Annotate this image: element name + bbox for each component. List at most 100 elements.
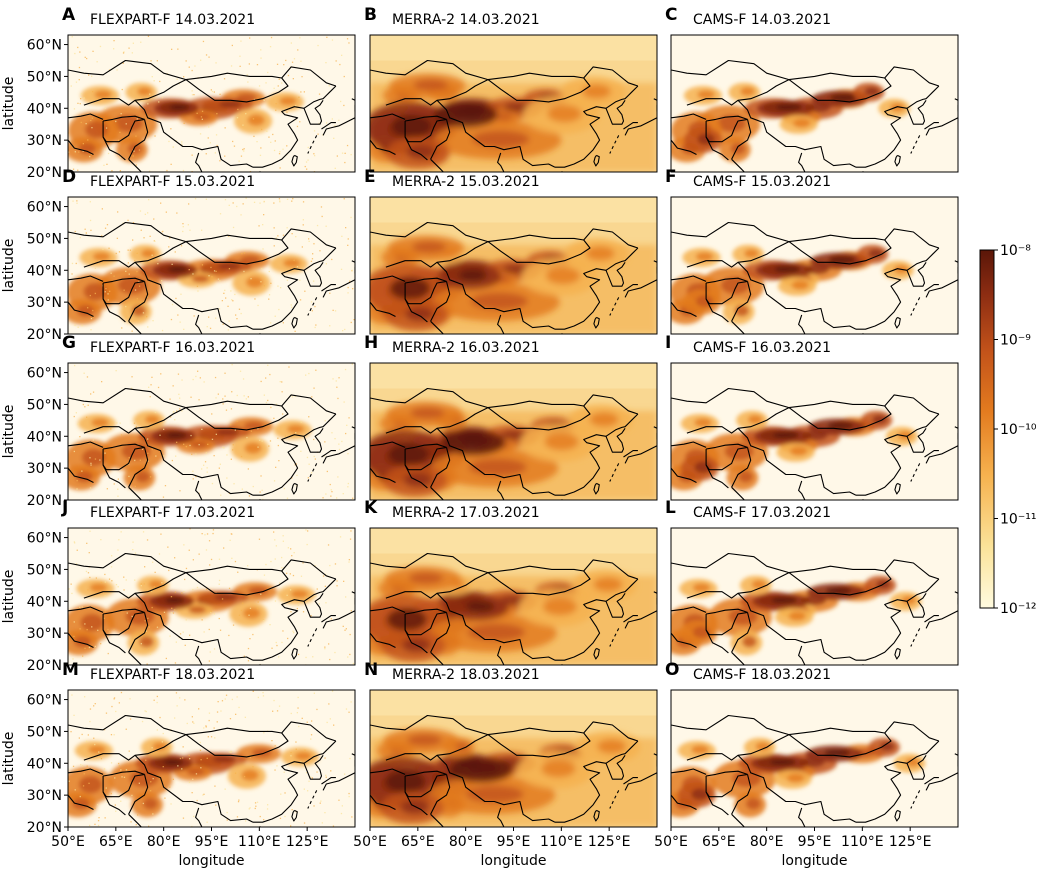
map-panel bbox=[67, 362, 356, 501]
panel-title: FLEXPART-F 18.03.2021 bbox=[90, 667, 255, 683]
panel-letter: M bbox=[62, 660, 79, 680]
y-tick-label: 50°N bbox=[27, 231, 62, 247]
panel-frame bbox=[67, 362, 356, 501]
y-tick-label: 30°N bbox=[27, 133, 62, 149]
y-tick-label: 50°N bbox=[27, 562, 62, 578]
map-panel bbox=[670, 362, 959, 501]
y-axis-label: latitude bbox=[1, 405, 17, 459]
panel-frame bbox=[67, 196, 356, 335]
map-panel bbox=[369, 34, 658, 173]
y-tick-label: 60°N bbox=[27, 693, 62, 709]
y-tick-label: 60°N bbox=[27, 200, 62, 216]
border-lines bbox=[68, 552, 355, 665]
map-panel bbox=[67, 527, 356, 666]
panel-letter: A bbox=[62, 5, 76, 25]
border-lines bbox=[671, 59, 958, 172]
y-axis-label: latitude bbox=[1, 732, 17, 786]
panel-letter: F bbox=[665, 167, 677, 187]
panel-title: CAMS-F 14.03.2021 bbox=[693, 12, 831, 28]
x-tick-label: 65°E bbox=[401, 834, 435, 850]
border-lines bbox=[671, 714, 958, 827]
border-lines bbox=[68, 714, 355, 827]
panel-frame bbox=[670, 362, 959, 501]
map-panel bbox=[67, 34, 356, 173]
panel-frame bbox=[369, 362, 658, 501]
panel-title: CAMS-F 15.03.2021 bbox=[693, 174, 831, 190]
x-tick-label: 80°E bbox=[449, 834, 483, 850]
panel-title: CAMS-F 17.03.2021 bbox=[693, 505, 831, 521]
y-tick-label: 30°N bbox=[27, 295, 62, 311]
map-panel bbox=[670, 689, 959, 828]
colorbar-gradient bbox=[980, 250, 994, 608]
x-tick-label: 80°E bbox=[750, 834, 784, 850]
x-tick-label: 110°E bbox=[841, 834, 884, 850]
map-panel bbox=[670, 196, 959, 335]
panel-frame bbox=[369, 527, 658, 666]
panel-letter: L bbox=[665, 498, 676, 518]
y-tick-label: 30°N bbox=[27, 626, 62, 642]
colorbar-tick-label: 10⁻⁹ bbox=[1000, 333, 1031, 349]
y-tick-label: 60°N bbox=[27, 531, 62, 547]
x-tick-label: 95°E bbox=[798, 834, 832, 850]
y-tick-label: 30°N bbox=[27, 461, 62, 477]
x-tick-label: 95°E bbox=[497, 834, 531, 850]
x-axis-label: longitude bbox=[782, 853, 848, 869]
map-panel bbox=[67, 689, 356, 828]
y-tick-label: 60°N bbox=[27, 38, 62, 54]
panel-title: FLEXPART-F 16.03.2021 bbox=[90, 340, 255, 356]
x-axis-label: longitude bbox=[481, 853, 547, 869]
panel-title: CAMS-F 16.03.2021 bbox=[693, 340, 831, 356]
map-panel bbox=[670, 527, 959, 666]
x-tick-label: 125°E bbox=[889, 834, 932, 850]
y-tick-label: 40°N bbox=[27, 756, 62, 772]
panel-title: MERRA-2 15.03.2021 bbox=[392, 174, 540, 190]
border-lines bbox=[68, 221, 355, 334]
panel-title: FLEXPART-F 15.03.2021 bbox=[90, 174, 255, 190]
x-tick-label: 125°E bbox=[588, 834, 631, 850]
map-panel bbox=[369, 527, 658, 666]
y-tick-label: 50°N bbox=[27, 397, 62, 413]
border-lines bbox=[370, 387, 657, 500]
map-panel bbox=[670, 34, 959, 173]
panel-title: MERRA-2 14.03.2021 bbox=[392, 12, 540, 28]
panel-frame bbox=[369, 34, 658, 173]
map-panel bbox=[67, 196, 356, 335]
panel-letter: O bbox=[665, 660, 679, 680]
y-tick-label: 20°N bbox=[27, 493, 62, 509]
panel-letter: J bbox=[61, 498, 68, 518]
y-tick-label: 20°N bbox=[27, 165, 62, 181]
x-tick-label: 50°E bbox=[51, 834, 85, 850]
y-tick-label: 40°N bbox=[27, 263, 62, 279]
panel-letter: H bbox=[364, 333, 378, 353]
x-tick-label: 50°E bbox=[353, 834, 387, 850]
panel-frame bbox=[67, 527, 356, 666]
colorbar-tick-label: 10⁻¹⁰ bbox=[1000, 422, 1037, 438]
x-tick-label: 65°E bbox=[702, 834, 736, 850]
colorbar: 10⁻¹² 10⁻¹¹ 10⁻¹⁰ 10⁻⁹ 10⁻⁸ bbox=[979, 243, 1037, 617]
border-lines bbox=[370, 714, 657, 827]
map-panel bbox=[369, 196, 658, 335]
y-axis-label: latitude bbox=[1, 77, 17, 131]
panel-frame bbox=[670, 527, 959, 666]
y-tick-label: 60°N bbox=[27, 366, 62, 382]
y-tick-label: 30°N bbox=[27, 788, 62, 804]
map-panel bbox=[369, 689, 658, 828]
y-tick-label: 20°N bbox=[27, 327, 62, 343]
panel-frame bbox=[670, 196, 959, 335]
panel-letter: B bbox=[364, 5, 377, 25]
border-lines bbox=[68, 387, 355, 500]
y-axis-label: latitude bbox=[1, 570, 17, 624]
x-tick-label: 95°E bbox=[195, 834, 229, 850]
panel-title: MERRA-2 17.03.2021 bbox=[392, 505, 540, 521]
panel-letter: I bbox=[665, 333, 671, 353]
panel-title: FLEXPART-F 14.03.2021 bbox=[90, 12, 255, 28]
y-tick-label: 40°N bbox=[27, 429, 62, 445]
border-lines bbox=[671, 221, 958, 334]
x-axis-label: longitude bbox=[179, 853, 245, 869]
panel-frame bbox=[670, 34, 959, 173]
colorbar-tick-label: 10⁻⁸ bbox=[1000, 243, 1031, 259]
y-tick-label: 40°N bbox=[27, 101, 62, 117]
border-lines bbox=[671, 552, 958, 665]
panel-title: CAMS-F 18.03.2021 bbox=[693, 667, 831, 683]
